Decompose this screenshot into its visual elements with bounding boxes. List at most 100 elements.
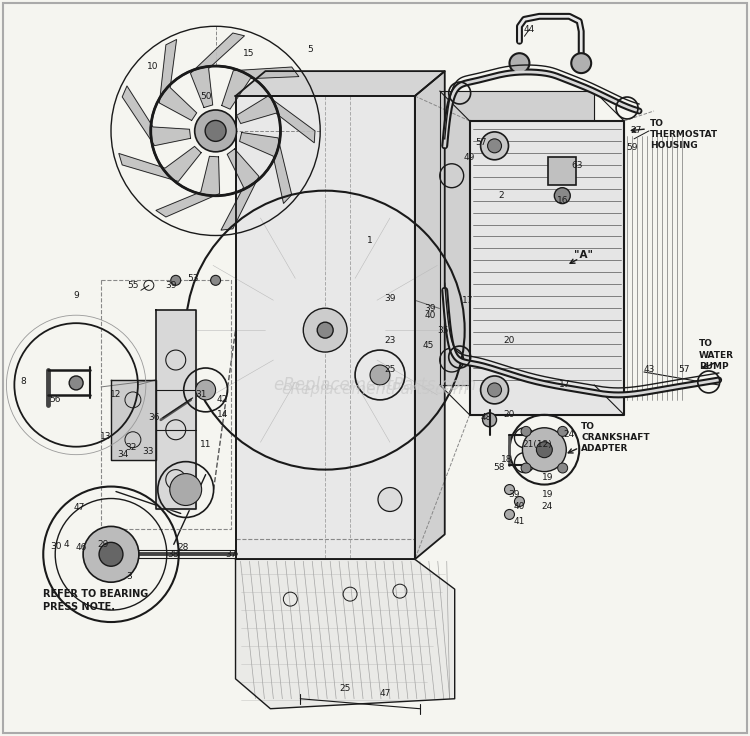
Text: 59: 59: [626, 144, 638, 152]
Text: 43: 43: [644, 366, 655, 375]
Polygon shape: [236, 96, 415, 559]
Polygon shape: [440, 91, 594, 385]
Text: 38: 38: [167, 550, 178, 559]
Polygon shape: [236, 559, 454, 709]
Circle shape: [572, 53, 591, 73]
Text: 31: 31: [195, 390, 206, 400]
Circle shape: [170, 473, 202, 506]
Text: 4: 4: [63, 539, 69, 549]
Text: TO
CRANKSHAFT
ADAPTER: TO CRANKSHAFT ADAPTER: [581, 422, 650, 453]
Text: 20: 20: [504, 336, 515, 344]
Text: 41: 41: [514, 517, 525, 526]
Circle shape: [69, 376, 83, 390]
Text: 39: 39: [424, 304, 436, 313]
Text: 46: 46: [76, 543, 87, 552]
Text: 55: 55: [128, 281, 139, 290]
Text: 33: 33: [142, 447, 154, 456]
Text: 39: 39: [384, 294, 396, 302]
Text: 25: 25: [384, 366, 396, 375]
Text: REFER TO BEARING
PRESS NOTE.: REFER TO BEARING PRESS NOTE.: [44, 589, 148, 612]
Polygon shape: [111, 380, 156, 460]
Text: "A": "A": [574, 250, 593, 261]
Text: 47: 47: [380, 690, 391, 698]
Text: 53: 53: [187, 274, 199, 283]
Polygon shape: [222, 67, 298, 109]
Text: 30: 30: [50, 542, 62, 551]
Circle shape: [514, 497, 524, 506]
Circle shape: [83, 526, 139, 582]
Circle shape: [206, 121, 226, 141]
Text: 44: 44: [524, 25, 535, 34]
Text: 10: 10: [147, 62, 158, 71]
Text: 19: 19: [542, 490, 553, 499]
Polygon shape: [122, 86, 190, 146]
Circle shape: [536, 442, 552, 458]
Circle shape: [481, 132, 508, 160]
Text: 45: 45: [422, 341, 433, 350]
Text: 20: 20: [504, 411, 515, 420]
Text: 24: 24: [542, 502, 553, 511]
Text: eReplacementParts.com: eReplacementParts.com: [282, 383, 468, 397]
Polygon shape: [239, 132, 292, 203]
Text: 5: 5: [308, 45, 313, 54]
Circle shape: [509, 53, 530, 73]
Text: 19: 19: [542, 473, 553, 482]
Circle shape: [378, 487, 402, 512]
Circle shape: [196, 380, 215, 400]
Text: 29: 29: [98, 539, 109, 549]
Text: 40: 40: [514, 502, 525, 511]
Polygon shape: [190, 33, 244, 107]
Text: 3: 3: [126, 572, 132, 581]
Text: TO
THERMOSTAT
HOUSING: TO THERMOSTAT HOUSING: [650, 119, 718, 150]
Circle shape: [195, 110, 236, 152]
Text: 40: 40: [424, 311, 436, 319]
Circle shape: [505, 509, 515, 520]
Text: 21(12): 21(12): [523, 440, 552, 449]
Text: 35: 35: [437, 325, 448, 335]
Polygon shape: [156, 156, 220, 217]
Bar: [548, 157, 576, 185]
Text: 15: 15: [243, 49, 254, 57]
Circle shape: [481, 376, 508, 404]
Text: 58: 58: [494, 463, 506, 472]
Text: 56: 56: [50, 395, 61, 404]
Circle shape: [303, 308, 347, 352]
Text: 1: 1: [368, 236, 373, 245]
Text: 16: 16: [556, 196, 568, 205]
Circle shape: [488, 383, 502, 397]
Circle shape: [488, 139, 502, 153]
Text: 8: 8: [20, 378, 26, 386]
Text: 9: 9: [74, 291, 79, 300]
Text: 13: 13: [100, 432, 112, 442]
Circle shape: [317, 322, 333, 338]
Text: eReplacementParts.com: eReplacementParts.com: [273, 376, 477, 394]
Text: 18: 18: [501, 455, 512, 464]
Circle shape: [99, 542, 123, 566]
Polygon shape: [160, 40, 196, 121]
Text: TO
WATER
PUMP: TO WATER PUMP: [699, 339, 734, 371]
Polygon shape: [118, 146, 201, 181]
Text: 36: 36: [148, 414, 160, 422]
Polygon shape: [237, 96, 315, 143]
Circle shape: [558, 426, 568, 436]
Text: 37: 37: [225, 550, 236, 559]
Polygon shape: [415, 71, 445, 559]
Text: 63: 63: [572, 161, 583, 170]
Circle shape: [370, 365, 390, 385]
Text: 17: 17: [462, 296, 473, 305]
Polygon shape: [470, 121, 624, 415]
Text: 39: 39: [509, 490, 520, 499]
Polygon shape: [236, 71, 445, 96]
Text: 23: 23: [384, 336, 396, 344]
Circle shape: [505, 484, 515, 495]
Polygon shape: [156, 310, 196, 509]
Circle shape: [171, 275, 181, 286]
Text: 28: 28: [177, 543, 188, 552]
Text: 34: 34: [117, 450, 129, 459]
Text: 47: 47: [74, 503, 85, 512]
Text: 17: 17: [559, 381, 570, 389]
Circle shape: [523, 428, 566, 472]
Circle shape: [554, 188, 570, 204]
Text: 50: 50: [200, 91, 211, 101]
Text: 12: 12: [110, 390, 122, 400]
